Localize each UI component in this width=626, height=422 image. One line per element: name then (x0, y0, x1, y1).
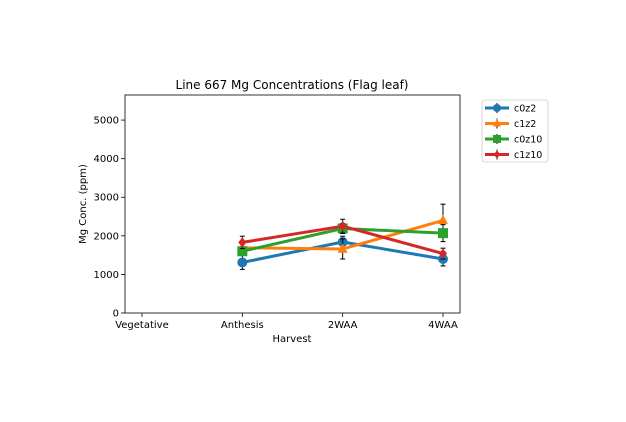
chart-title: Line 667 Mg Concentrations (Flag leaf) (176, 78, 409, 92)
axis-layer: Vegetative Anthesis 2WAA 4WAA 0 1000 2000 3000 4… (94, 116, 458, 331)
x-tick-label: 2WAA (328, 320, 358, 331)
legend-label: c1z10 (514, 150, 542, 161)
legend-label: c0z2 (514, 104, 536, 115)
legend-marker (493, 118, 501, 127)
y-axis-label: Mg Conc. (ppm) (78, 164, 89, 244)
x-tick-label: Vegetative (115, 320, 169, 331)
data-point (337, 243, 348, 253)
y-tick-label: 5000 (94, 116, 119, 127)
data-point (238, 237, 247, 248)
x-axis-label: Harvest (273, 334, 312, 345)
data-point (338, 220, 347, 232)
y-tick-label: 2000 (94, 231, 119, 242)
data-point (439, 248, 447, 259)
data-point (438, 228, 448, 239)
y-tick-label: 4000 (94, 154, 119, 165)
legend-marker (493, 150, 501, 159)
x-tick-label: 4WAA (428, 320, 458, 331)
series-c1z10 (238, 218, 447, 260)
y-tick-label: 0 (113, 309, 119, 320)
x-tick-label: Anthesis (221, 320, 264, 331)
legend-label: c0z10 (514, 135, 542, 146)
legend: c0z2 c1z2 c0z10 c1z10 (481, 99, 549, 163)
legend-marker (493, 135, 501, 143)
data-point (438, 214, 448, 225)
y-tick-label: 1000 (94, 270, 119, 281)
legend-marker (493, 104, 501, 112)
legend-label: c1z2 (514, 119, 536, 130)
plot-layer (237, 203, 448, 270)
data-point (237, 257, 248, 268)
y-tick-label: 3000 (94, 193, 119, 204)
data-point (237, 246, 248, 257)
legend-box (481, 99, 549, 163)
axes-frame (124, 94, 461, 314)
